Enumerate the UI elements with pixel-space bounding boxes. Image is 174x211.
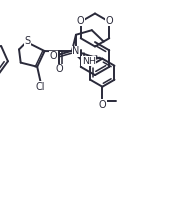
Text: O: O	[56, 65, 63, 74]
Text: NH: NH	[82, 57, 96, 66]
Text: S: S	[24, 36, 30, 46]
Text: Cl: Cl	[36, 82, 45, 92]
Text: N: N	[72, 46, 80, 56]
Text: O: O	[76, 16, 84, 26]
Text: O: O	[98, 100, 106, 110]
Text: O: O	[106, 16, 114, 26]
Text: O: O	[50, 51, 58, 61]
